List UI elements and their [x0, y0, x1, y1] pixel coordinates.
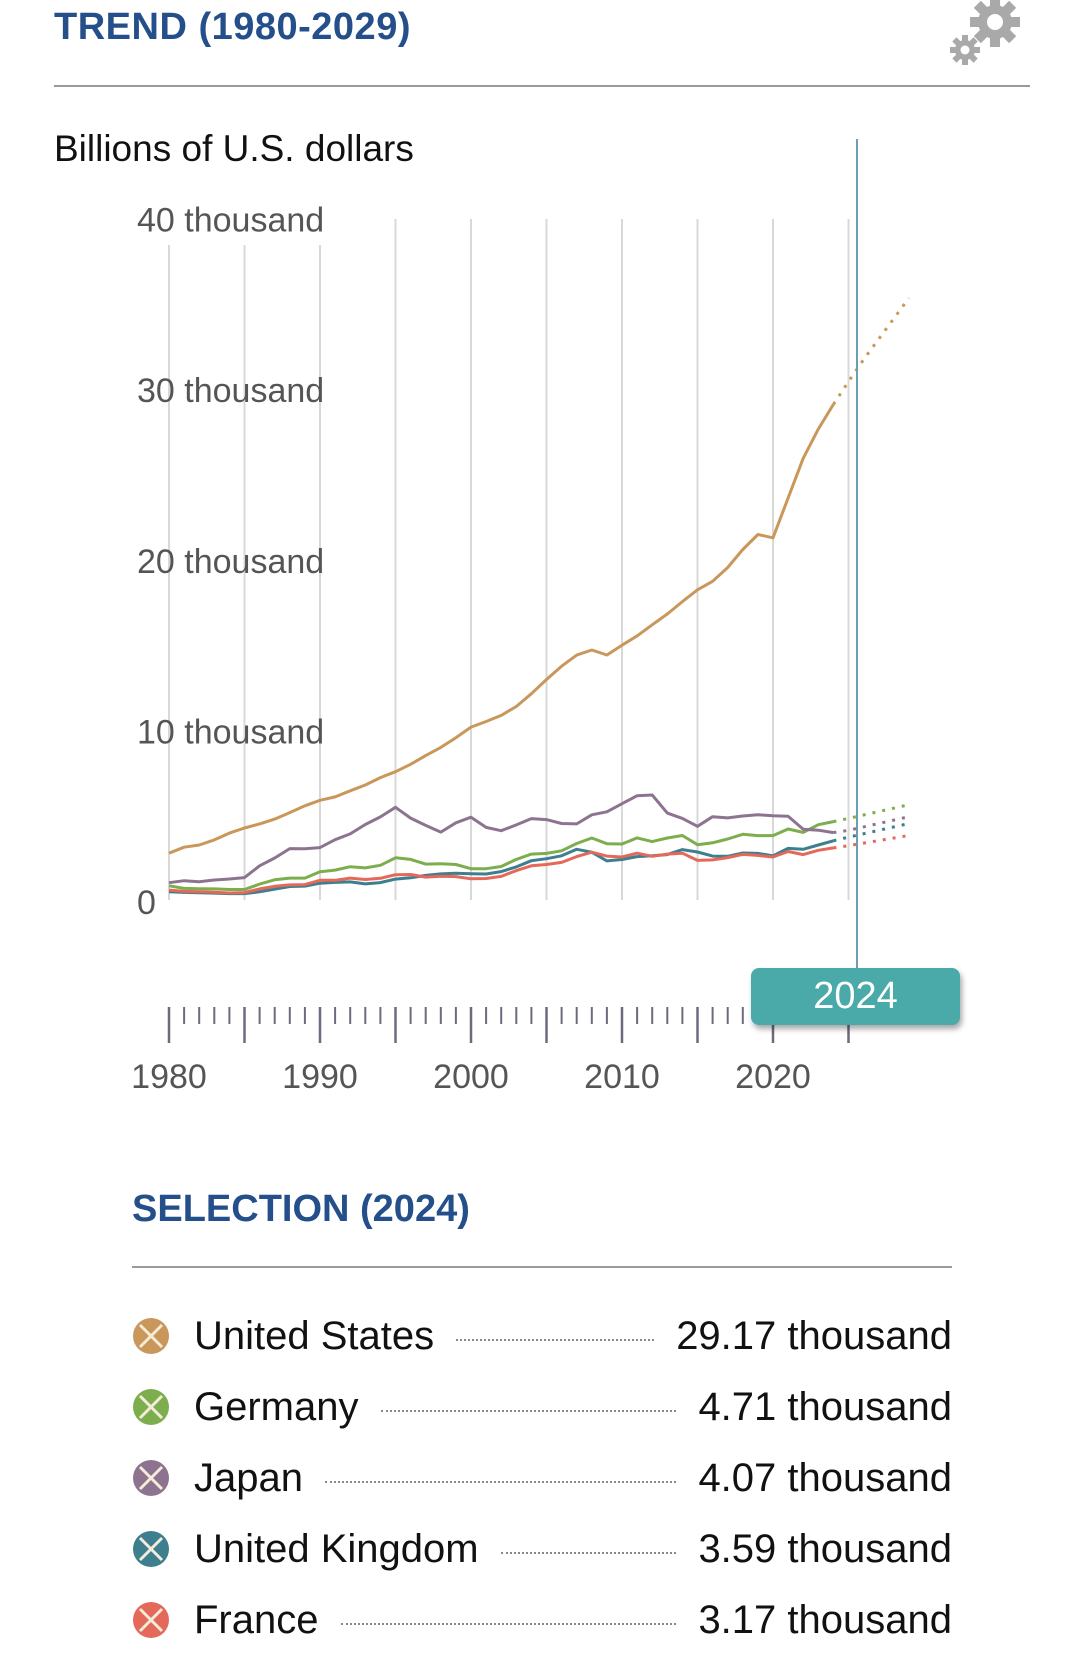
country-value: 29.17 thousand — [676, 1313, 952, 1358]
x-tick-label: 2020 — [735, 1058, 811, 1096]
dotted-leader — [380, 1410, 677, 1412]
x-tick-label: 1990 — [282, 1058, 358, 1096]
projection-line-japan — [833, 815, 910, 835]
x-circle-icon[interactable] — [132, 1317, 170, 1355]
x-axis-labels: 1980 1990 2000 2010 2020 — [131, 1058, 811, 1096]
series-line-united-kingdom — [168, 839, 834, 896]
header-divider — [54, 85, 1030, 87]
y-tick-label: 0 — [137, 884, 156, 922]
selected-year-badge[interactable]: 2024 — [751, 968, 960, 1025]
selection-divider — [132, 1266, 952, 1268]
y-axis-unit-label: Billions of U.S. dollars — [54, 128, 414, 169]
projection-line-united-states — [832, 297, 911, 406]
country-value: 4.07 thousand — [698, 1455, 952, 1500]
gridlines — [168, 219, 850, 900]
country-name: United Kingdom — [194, 1526, 479, 1571]
dotted-leader — [456, 1339, 655, 1341]
y-tick-label: 30 thousand — [137, 372, 324, 410]
gear-icon[interactable] — [950, 0, 1025, 73]
dotted-leader — [500, 1552, 677, 1554]
series-lines — [168, 297, 911, 896]
y-tick-label: 40 thousand — [137, 202, 324, 240]
country-value: 4.71 thousand — [698, 1384, 952, 1429]
y-axis-labels: 0 10 thousand 20 thousand 30 thousand 40 tho… — [137, 202, 324, 922]
country-name: United States — [194, 1313, 435, 1358]
x-circle-icon[interactable] — [132, 1459, 170, 1497]
country-name: Germany — [194, 1384, 359, 1429]
selection-item[interactable]: Germany 4.71 thousand — [132, 1377, 952, 1437]
trend-title: TREND (1980-2029) — [54, 6, 411, 48]
selection-item[interactable]: United Kingdom 3.59 thousand — [132, 1519, 952, 1579]
x-tick-label: 1980 — [131, 1058, 207, 1096]
projection-line-france — [833, 833, 910, 850]
year-axis-ticks — [167, 1007, 850, 1043]
series-line-germany — [168, 820, 834, 891]
series-line-united-states — [168, 403, 835, 855]
country-name: Japan — [194, 1455, 303, 1500]
selection-item[interactable]: Japan 4.07 thousand — [132, 1448, 952, 1508]
x-circle-icon[interactable] — [132, 1388, 170, 1426]
series-line-japan — [168, 793, 834, 885]
x-circle-icon[interactable] — [132, 1530, 170, 1568]
country-name: France — [194, 1597, 319, 1642]
dotted-leader — [324, 1481, 677, 1483]
y-tick-label: 20 thousand — [137, 543, 324, 581]
selection-item[interactable]: United States 29.17 thousand — [132, 1306, 952, 1366]
x-circle-icon[interactable] — [132, 1601, 170, 1639]
dotted-leader — [340, 1623, 677, 1625]
y-tick-label: 10 thousand — [137, 713, 324, 751]
x-tick-label: 2010 — [584, 1058, 660, 1096]
series-line-france — [168, 846, 834, 895]
projection-line-germany — [833, 803, 910, 824]
country-value: 3.59 thousand — [698, 1526, 952, 1571]
x-tick-label: 2000 — [433, 1058, 509, 1096]
selection-item[interactable]: France 3.17 thousand — [132, 1590, 952, 1650]
country-value: 3.17 thousand — [698, 1597, 952, 1642]
trend-chart[interactable]: 0 10 thousand 20 thousand 30 thousand 40 tho… — [0, 0, 1080, 1110]
selection-title: SELECTION (2024) — [132, 1188, 470, 1230]
projection-line-united-kingdom — [833, 822, 910, 843]
